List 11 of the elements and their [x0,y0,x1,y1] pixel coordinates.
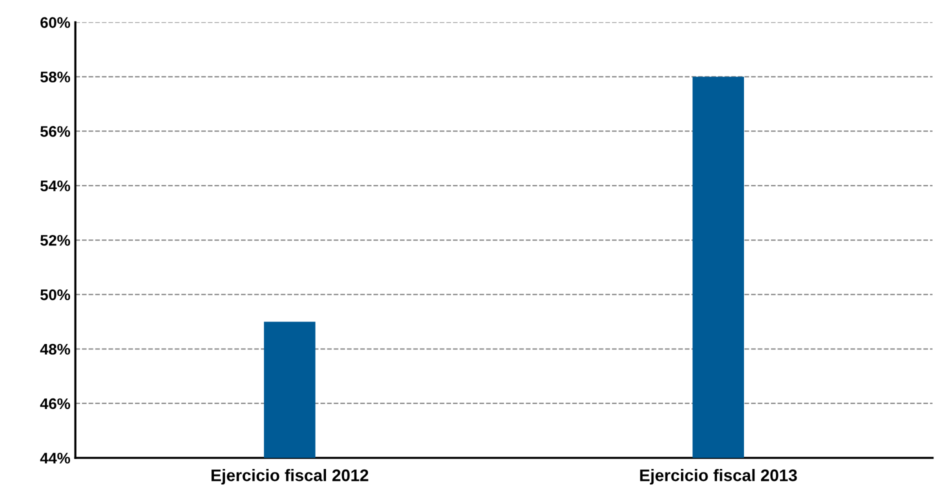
y-tick-label: 54% [40,180,70,192]
y-tick-label: 50% [40,289,70,300]
x-tick-label: Ejercicio fiscal 2012 [212,468,368,485]
y-tick-label: 60% [40,17,70,28]
y-tick-label: 56% [40,126,70,137]
x-tick-label: Ejercicio fiscal 2013 [640,468,797,485]
y-tick-label: 46% [40,398,70,410]
y-tick-label: 52% [40,234,70,246]
y-tick-label: 44% [40,452,70,464]
y-tick-label: 48% [40,344,70,355]
y-tick-label: 58% [40,72,70,82]
